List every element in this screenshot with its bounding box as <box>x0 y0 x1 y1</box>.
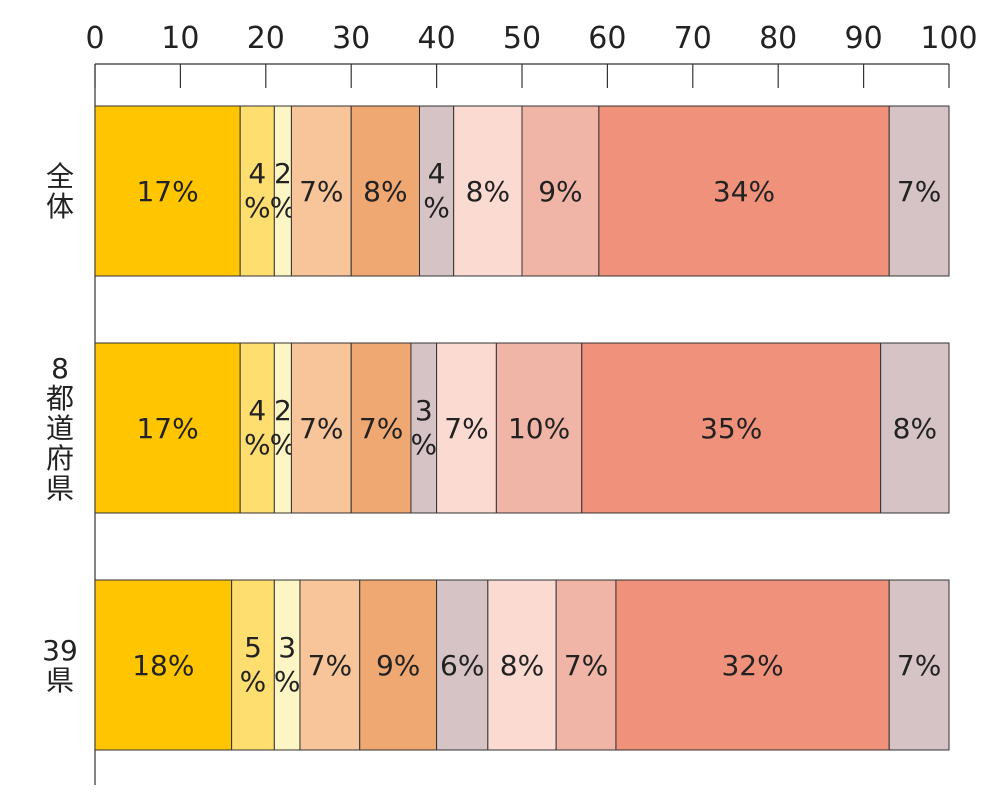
data-label: 8% <box>363 175 407 208</box>
x-tick-label: 10 <box>161 21 199 56</box>
data-label: 6% <box>440 649 484 682</box>
bar-segment <box>453 105 523 277</box>
category-labels: 全体 8 都道府県 39 県 <box>42 160 78 697</box>
bar-segment <box>273 579 301 751</box>
bar-segment <box>290 105 352 277</box>
x-tick-label: 60 <box>588 21 626 56</box>
bar-segment <box>615 579 890 751</box>
data-label: 7% <box>444 412 488 445</box>
data-label: 32% <box>721 649 783 682</box>
data-label: 4% <box>423 157 450 224</box>
bar-segment <box>94 579 233 751</box>
bar-segment <box>299 579 361 751</box>
bars: 17%4 %2% 7% 8%4% 8% 9% 34% 7%17%4 %2% 7% 7%3% 7% 10%… <box>94 105 950 751</box>
data-label: 17% <box>136 412 198 445</box>
data-label: 3% <box>410 394 437 461</box>
data-label: 10% <box>508 412 570 445</box>
data-label: 7% <box>359 412 403 445</box>
data-label: 7% <box>299 175 343 208</box>
bar-row: 17%4 %2% 7% 7%3% 7% 10% 35% 8% <box>94 342 950 514</box>
category-label: 全体 <box>46 160 74 223</box>
data-label: 34% <box>713 175 775 208</box>
x-tick-label: 80 <box>759 21 797 56</box>
bar-segment <box>555 579 617 751</box>
data-label: 5% <box>240 631 267 698</box>
bar-segment <box>94 105 241 277</box>
category-label: 8 都道府県 <box>46 352 74 505</box>
bar-row: 18%5 %3% 7% 9% 6% 8% 7% 32% 7% <box>94 579 950 751</box>
x-axis: 0 10 20 30 40 50 60 70 80 90 100 <box>85 21 978 785</box>
data-label: 8% <box>466 175 510 208</box>
bar-segment <box>436 579 489 751</box>
data-label: 7% <box>564 649 608 682</box>
bar-segment <box>487 579 557 751</box>
data-label: 35% <box>700 412 762 445</box>
bar-segment <box>290 342 352 514</box>
bar-segment <box>350 342 412 514</box>
data-label: 3% <box>274 631 301 698</box>
x-tick-label: 20 <box>247 21 285 56</box>
data-label: 18% <box>132 649 194 682</box>
bar-segment <box>598 105 890 277</box>
bar-segment <box>359 579 438 751</box>
bar-segment <box>880 342 950 514</box>
bar-segment <box>419 105 455 277</box>
bar-segment <box>239 342 275 514</box>
data-label: 8% <box>500 649 544 682</box>
data-label: 7% <box>897 649 941 682</box>
data-label: 7% <box>299 412 343 445</box>
x-tick-label: 90 <box>845 21 883 56</box>
category-label: 39 県 <box>42 634 78 697</box>
x-tick-label: 30 <box>332 21 370 56</box>
bar-segment <box>888 579 950 751</box>
data-label: 7% <box>897 175 941 208</box>
data-label: 4% <box>244 157 271 224</box>
data-label: 8% <box>893 412 937 445</box>
data-label: 17% <box>136 175 198 208</box>
data-label: 4% <box>244 394 271 461</box>
x-tick-label: 50 <box>503 21 541 56</box>
bar-segment <box>94 342 241 514</box>
data-label: 7% <box>308 649 352 682</box>
bar-segment <box>350 105 421 277</box>
data-label: 9% <box>376 649 420 682</box>
bar-segment <box>521 105 600 277</box>
x-tick-label: 40 <box>418 21 456 56</box>
bar-segment <box>581 342 882 514</box>
x-tick-label: 0 <box>85 21 104 56</box>
x-tick-label: 70 <box>674 21 712 56</box>
bar-row: 17%4 %2% 7% 8%4% 8% 9% 34% 7% <box>94 105 950 277</box>
x-tick-label: 100 <box>920 21 977 56</box>
bar-segment <box>436 342 497 514</box>
bar-segment <box>239 105 275 277</box>
bar-segment <box>888 105 950 277</box>
data-label: 9% <box>538 175 582 208</box>
